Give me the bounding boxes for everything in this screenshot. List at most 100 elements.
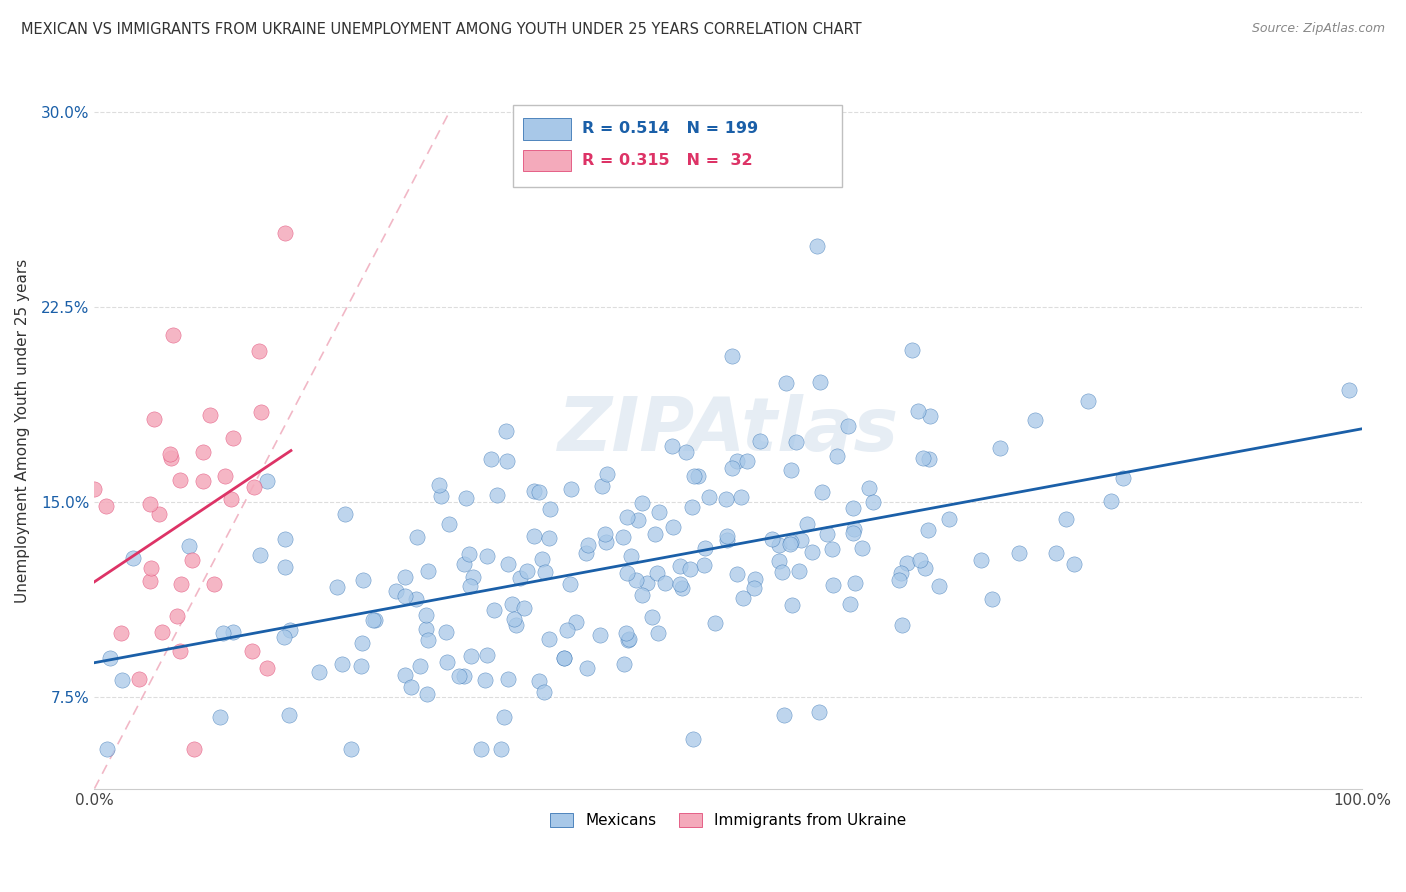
Point [501,597,523,611]
Point [575,546,598,560]
Point [725,454,748,468]
Point [838,597,860,611]
Point [180,553,202,567]
Point [851,541,873,556]
Point [486,488,509,502]
Point [669,559,692,574]
Point [247,343,270,358]
Point [613,657,636,672]
Point [177,539,200,553]
Point [780,535,803,549]
Point [815,527,838,541]
Point [475,549,498,563]
Point [647,626,669,640]
Point [249,405,271,419]
Point [661,439,683,453]
Point [162,327,184,342]
Point [920,409,942,423]
Point [693,541,716,555]
Point [645,566,668,581]
Point [970,553,993,567]
Point [434,625,457,640]
Point [907,404,929,418]
Point [644,527,666,541]
Point [159,451,181,466]
Point [527,673,550,688]
Point [212,625,235,640]
Text: ZIPAtlas: ZIPAtlas [558,394,898,467]
Legend: Mexicans, Immigrants from Ukraine: Mexicans, Immigrants from Ukraine [544,807,912,835]
Bar [523,150,571,171]
Point [191,445,214,459]
Point [394,590,416,604]
Text: Source: ZipAtlas.com: Source: ZipAtlas.com [1251,22,1385,36]
Point [1008,545,1031,559]
Point [918,451,941,466]
Point [654,576,676,591]
Point [697,490,720,504]
Bar [523,118,571,139]
Point [202,576,225,591]
Point [837,418,859,433]
Point [669,576,692,591]
Point [560,576,582,591]
Point [768,554,790,568]
Point [1063,558,1085,572]
Point [457,547,479,561]
Point [516,565,538,579]
Point [631,588,654,602]
Point [735,453,758,467]
Point [330,657,353,671]
Point [495,454,517,468]
Point [537,632,560,646]
Point [640,610,662,624]
Point [917,523,939,537]
Point [890,566,912,580]
Text: R = 0.514   N = 199: R = 0.514 N = 199 [582,121,759,136]
Point [725,566,748,581]
Point [1077,394,1099,409]
Point [988,441,1011,455]
Point [810,485,832,500]
Point [139,574,162,588]
Point [394,570,416,584]
Point [148,507,170,521]
Point [352,573,374,587]
Point [679,562,702,576]
Point [385,583,408,598]
Point [555,623,578,637]
Point [537,531,560,545]
Point [1339,383,1361,397]
Point [595,527,617,541]
Point [523,528,546,542]
Point [730,490,752,504]
Point [277,708,299,723]
Point [565,615,588,630]
Point [249,548,271,562]
Point [394,667,416,681]
Point [475,648,498,662]
Point [150,625,173,640]
Point [416,687,439,701]
Point [278,624,301,638]
Point [340,742,363,756]
Point [256,474,278,488]
Point [761,532,783,546]
Point [169,473,191,487]
Point [914,560,936,574]
Point [170,577,193,591]
Point [842,525,865,540]
Point [527,485,550,500]
Point [538,502,561,516]
Point [139,561,162,575]
Point [492,710,515,724]
Point [128,673,150,687]
Point [463,570,485,584]
Point [661,519,683,533]
Point [523,483,546,498]
Point [806,238,828,252]
Point [821,542,844,557]
Point [274,532,297,546]
Point [790,533,813,548]
Point [800,545,823,559]
